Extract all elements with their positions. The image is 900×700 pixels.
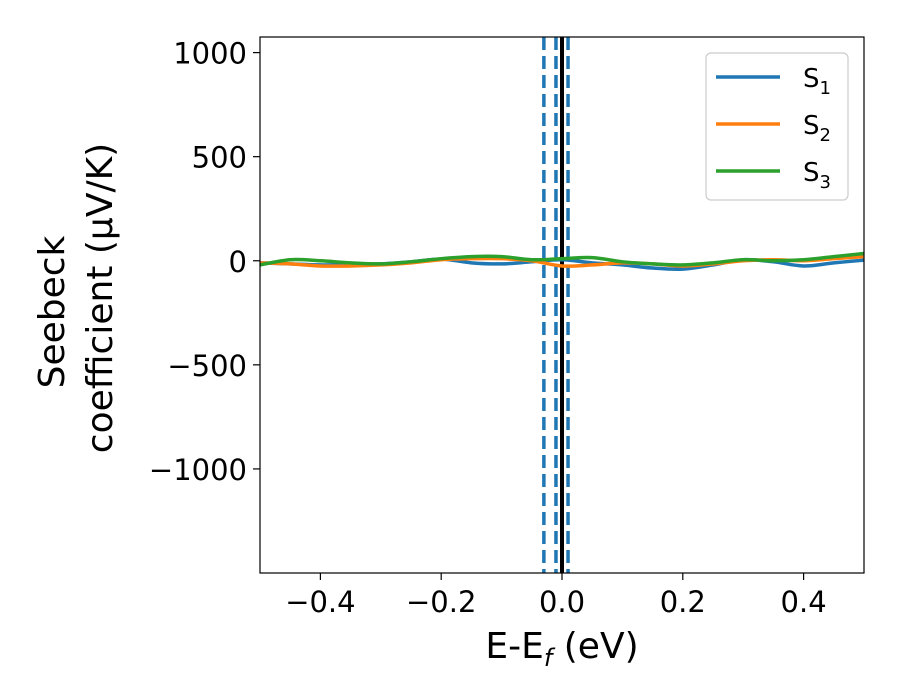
legend-label-main: S xyxy=(803,111,820,141)
reference-lines xyxy=(542,37,570,573)
y-axis-title-line2: coefficient (μV/K) xyxy=(80,143,121,453)
legend-label-sub: 2 xyxy=(820,125,831,146)
x-axis-title-unit: (eV) xyxy=(552,626,638,667)
y-axis-title-line1: Seebeck xyxy=(32,235,73,388)
x-tick-label: 0.2 xyxy=(660,585,706,619)
y-tick-label: 0 xyxy=(229,245,247,279)
y-tick-label: −1000 xyxy=(149,453,247,487)
legend-label-1: S1 xyxy=(803,64,831,99)
y-tick-label: 1000 xyxy=(173,37,247,71)
series-line-3 xyxy=(260,251,864,267)
legend-label-2: S2 xyxy=(803,111,831,146)
x-tick-label: 0.4 xyxy=(781,585,827,619)
x-tick-label: −0.4 xyxy=(285,585,355,619)
y-axis: 1000 500 0 −500 −1000 xyxy=(149,37,260,487)
legend-label-sub: 3 xyxy=(820,172,831,193)
legend-label-3: S3 xyxy=(803,158,831,193)
legend-label-main: S xyxy=(803,64,820,94)
x-tick-label: −0.2 xyxy=(406,585,476,619)
x-axis-title: E-Ef (eV) xyxy=(485,626,638,672)
x-tick-label: 0.0 xyxy=(539,585,585,619)
legend-label-sub: 1 xyxy=(820,78,831,99)
x-axis-title-main: E-E xyxy=(485,626,543,667)
legend-label-main: S xyxy=(803,158,820,188)
series-lines xyxy=(260,251,864,271)
legend-box xyxy=(705,52,849,201)
y-tick-label: −500 xyxy=(167,349,247,383)
x-axis: −0.4 −0.2 0.0 0.2 0.4 xyxy=(285,573,827,619)
y-tick-label: 500 xyxy=(192,141,247,175)
